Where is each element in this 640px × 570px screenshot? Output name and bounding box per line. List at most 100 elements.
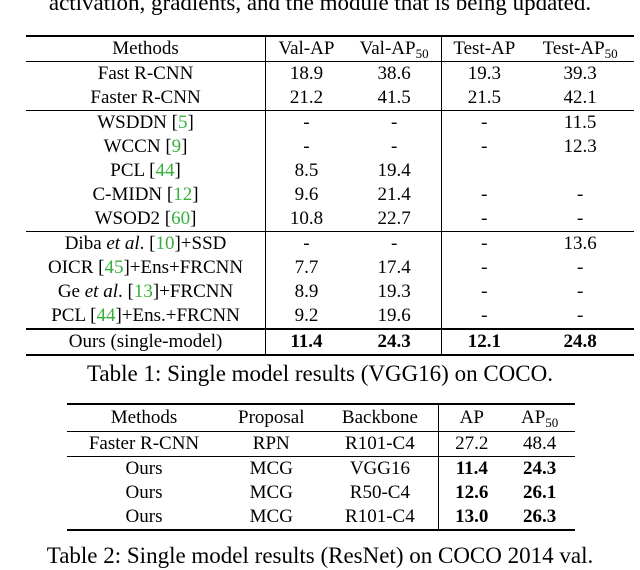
method-text: Diba	[64, 233, 107, 254]
ap50-cell: 26.1	[523, 482, 557, 503]
ap-cell: 11.4	[438, 456, 505, 481]
table-row: PCL [44]+Ens.+FRCNN 9.2 19.6 - -	[26, 304, 634, 329]
citation-link[interactable]: 9	[171, 136, 182, 157]
citation-link[interactable]: 60	[171, 208, 191, 229]
method-cell: OICR [45]+Ens+FRCNN	[26, 256, 266, 280]
val-ap-cell: -	[265, 231, 347, 256]
backbone-cell: R50-C4	[349, 482, 410, 503]
test-ap-cell: -	[441, 110, 527, 135]
test-ap-cell: -	[441, 304, 527, 329]
proposal-cell: MCG	[249, 506, 293, 527]
val-ap50-cell: 38.6	[377, 63, 411, 84]
table-header-row: Methods Val-AP Val-AP50 Test-AP Test-AP5…	[26, 36, 634, 62]
method-cell: Ours	[125, 482, 163, 503]
col-header-test-ap50: Test-AP50	[526, 36, 634, 62]
method-text: ]	[190, 208, 197, 229]
method-cell: Ours (single-model)	[26, 328, 266, 355]
val-ap-cell: 7.7	[265, 256, 347, 280]
method-cell: Fast R-CNN	[97, 63, 194, 84]
method-cell: PCL [44]+Ens.+FRCNN	[26, 304, 266, 329]
header-subscript: 50	[415, 46, 429, 61]
citation-link[interactable]: 45	[104, 257, 124, 278]
col-header-val-ap50: Val-AP50	[346, 36, 442, 62]
method-text: ]+Ens.+FRCNN	[115, 305, 240, 326]
table-row: Ours MCG R101-C4 13.0 26.3	[67, 505, 575, 530]
method-text: . [	[139, 233, 156, 254]
method-cell: Diba et al. [10]+SSD	[26, 231, 266, 256]
citation-link[interactable]: 44	[155, 160, 175, 181]
table-row: Ours MCG R50-C4 12.6 26.1	[67, 481, 575, 505]
method-cell: Faster R-CNN	[88, 433, 200, 454]
test-ap-cell	[441, 159, 527, 183]
test-ap50-cell	[526, 159, 634, 183]
method-text: ]	[174, 160, 181, 181]
header-subscript: 50	[604, 46, 618, 61]
test-ap-cell: -	[441, 280, 527, 304]
test-ap-cell: -	[441, 231, 527, 256]
table-2: Methods Proposal Backbone AP AP50 Faster…	[67, 403, 575, 531]
table-row: C-MIDN [12] 9.6 21.4 - -	[26, 183, 634, 207]
method-text: ]+FRCNN	[152, 281, 234, 302]
body-text-line: activation, gradients, and the module th…	[48, 0, 592, 15]
val-ap-cell: -	[265, 135, 347, 159]
method-text: Ge	[57, 281, 85, 302]
test-ap50-cell: 39.3	[563, 63, 597, 84]
table-row: Fast R-CNN 18.9 38.6 19.3 39.3	[26, 61, 634, 86]
header-text: Test-AP	[542, 38, 605, 59]
method-cell: Ours	[125, 506, 163, 527]
test-ap50-cell: -	[577, 184, 584, 205]
col-header-backbone: Backbone	[321, 404, 439, 432]
val-ap50-cell: 41.5	[377, 87, 411, 108]
header-subscript: 50	[545, 415, 559, 430]
test-ap50-cell: 11.5	[526, 110, 634, 135]
test-ap-cell: -	[441, 207, 527, 232]
col-header-methods: Methods	[67, 404, 222, 432]
ap-cell: 12.6	[438, 481, 505, 505]
method-cell: Ge et al. [13]+FRCNN	[26, 280, 266, 304]
method-text: ]	[192, 184, 199, 205]
val-ap50-cell: 19.4	[377, 160, 411, 181]
method-cell: Faster R-CNN	[90, 87, 201, 108]
val-ap50-cell: 17.4	[377, 257, 411, 278]
citation-link[interactable]: 44	[96, 305, 116, 326]
proposal-cell: RPN	[252, 433, 290, 454]
method-text: PCL [	[51, 305, 97, 326]
proposal-cell: MCG	[221, 456, 322, 481]
test-ap-cell: 12.1	[441, 328, 527, 355]
citation-link[interactable]: 10	[155, 233, 175, 254]
table-row: OICR [45]+Ens+FRCNN 7.7 17.4 - -	[26, 256, 634, 280]
header-text: Val-AP	[359, 38, 416, 59]
val-ap-cell: 18.9	[265, 61, 347, 86]
table-row: WSDDN [5] - - - 11.5	[26, 110, 634, 135]
citation-link[interactable]: 5	[177, 112, 188, 133]
val-ap-cell: 11.4	[265, 328, 347, 355]
val-ap50-cell: -	[390, 136, 398, 157]
method-text: C-MIDN [	[92, 184, 174, 205]
proposal-cell: MCG	[249, 482, 293, 503]
backbone-cell: VGG16	[321, 456, 439, 481]
test-ap50-cell: 12.3	[563, 136, 597, 157]
header-text: AP	[521, 407, 546, 428]
method-cell: PCL [44]	[26, 159, 266, 183]
val-ap-cell: 9.6	[265, 183, 347, 207]
val-ap50-cell: 22.7	[377, 208, 411, 229]
backbone-cell: R101-C4	[345, 506, 415, 527]
val-ap50-cell: 19.6	[377, 305, 411, 326]
citation-link[interactable]: 12	[173, 184, 193, 205]
table-1: Methods Val-AP Val-AP50 Test-AP Test-AP5…	[26, 35, 634, 356]
val-ap50-cell: 21.4	[377, 184, 411, 205]
table-row: Ge et al. [13]+FRCNN 8.9 19.3 - -	[26, 280, 634, 304]
val-ap-cell: -	[265, 110, 347, 135]
ap50-cell: 24.3	[504, 456, 575, 481]
val-ap50-cell: -	[346, 110, 442, 135]
ap-cell: 27.2	[438, 431, 505, 457]
test-ap50-cell: 24.8	[526, 328, 634, 355]
test-ap-cell: -	[441, 183, 527, 207]
method-text: WSOD2 [	[94, 208, 172, 229]
citation-link[interactable]: 13	[133, 281, 153, 302]
test-ap50-cell: -	[577, 305, 584, 326]
method-cell: WSOD2 [60]	[26, 207, 266, 232]
col-header-val-ap: Val-AP	[265, 36, 347, 62]
col-header-ap: AP	[438, 404, 505, 432]
test-ap-cell: 19.3	[441, 61, 527, 86]
